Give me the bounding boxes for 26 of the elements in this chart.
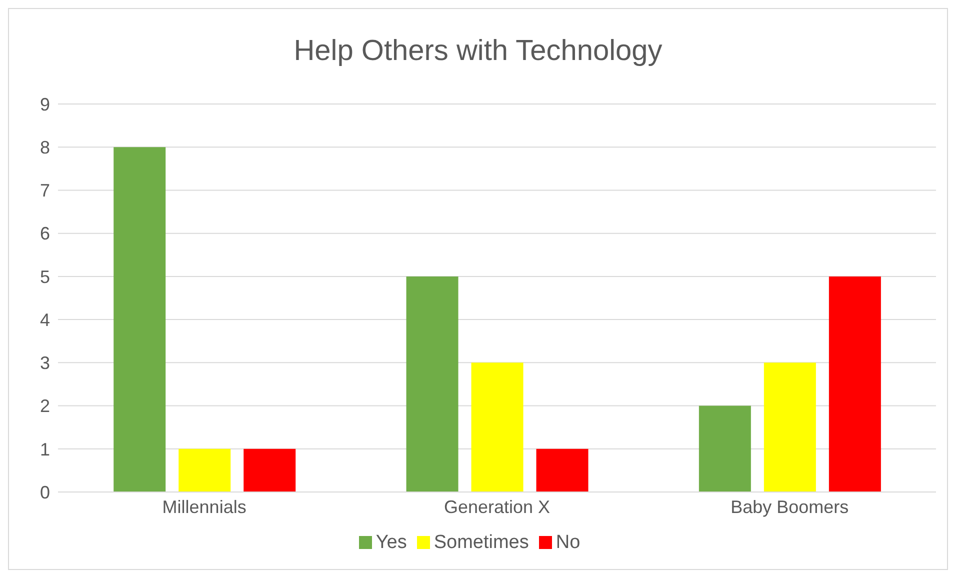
bar bbox=[698, 406, 751, 492]
y-tick-label: 8 bbox=[40, 138, 50, 158]
y-tick-label: 5 bbox=[40, 266, 50, 287]
bar bbox=[828, 276, 881, 492]
y-tick-label: 3 bbox=[40, 353, 50, 374]
x-tick-label: Generation X bbox=[444, 496, 550, 517]
y-tick-label: 1 bbox=[40, 439, 50, 460]
y-tick-label: 0 bbox=[40, 482, 50, 502]
chart-title: Help Others with Technology bbox=[292, 35, 664, 68]
bar bbox=[114, 147, 166, 492]
x-tick-label: Millennials bbox=[162, 496, 246, 517]
y-tick-label: 2 bbox=[40, 396, 50, 416]
y-tick-label: 7 bbox=[40, 180, 50, 201]
y-tick-label: 9 bbox=[40, 94, 50, 114]
bar bbox=[406, 276, 458, 492]
legend-label: Sometimes bbox=[434, 532, 529, 553]
legend-label: Yes bbox=[376, 532, 407, 553]
y-tick-label: 6 bbox=[40, 224, 50, 244]
bar bbox=[471, 362, 524, 492]
bar bbox=[178, 448, 231, 492]
bar bbox=[244, 448, 296, 492]
bar bbox=[764, 362, 816, 492]
y-tick-label: 4 bbox=[40, 310, 50, 330]
legend-label: No bbox=[556, 532, 580, 553]
bar bbox=[536, 448, 588, 492]
x-tick-label: Baby Boomers bbox=[730, 496, 849, 517]
